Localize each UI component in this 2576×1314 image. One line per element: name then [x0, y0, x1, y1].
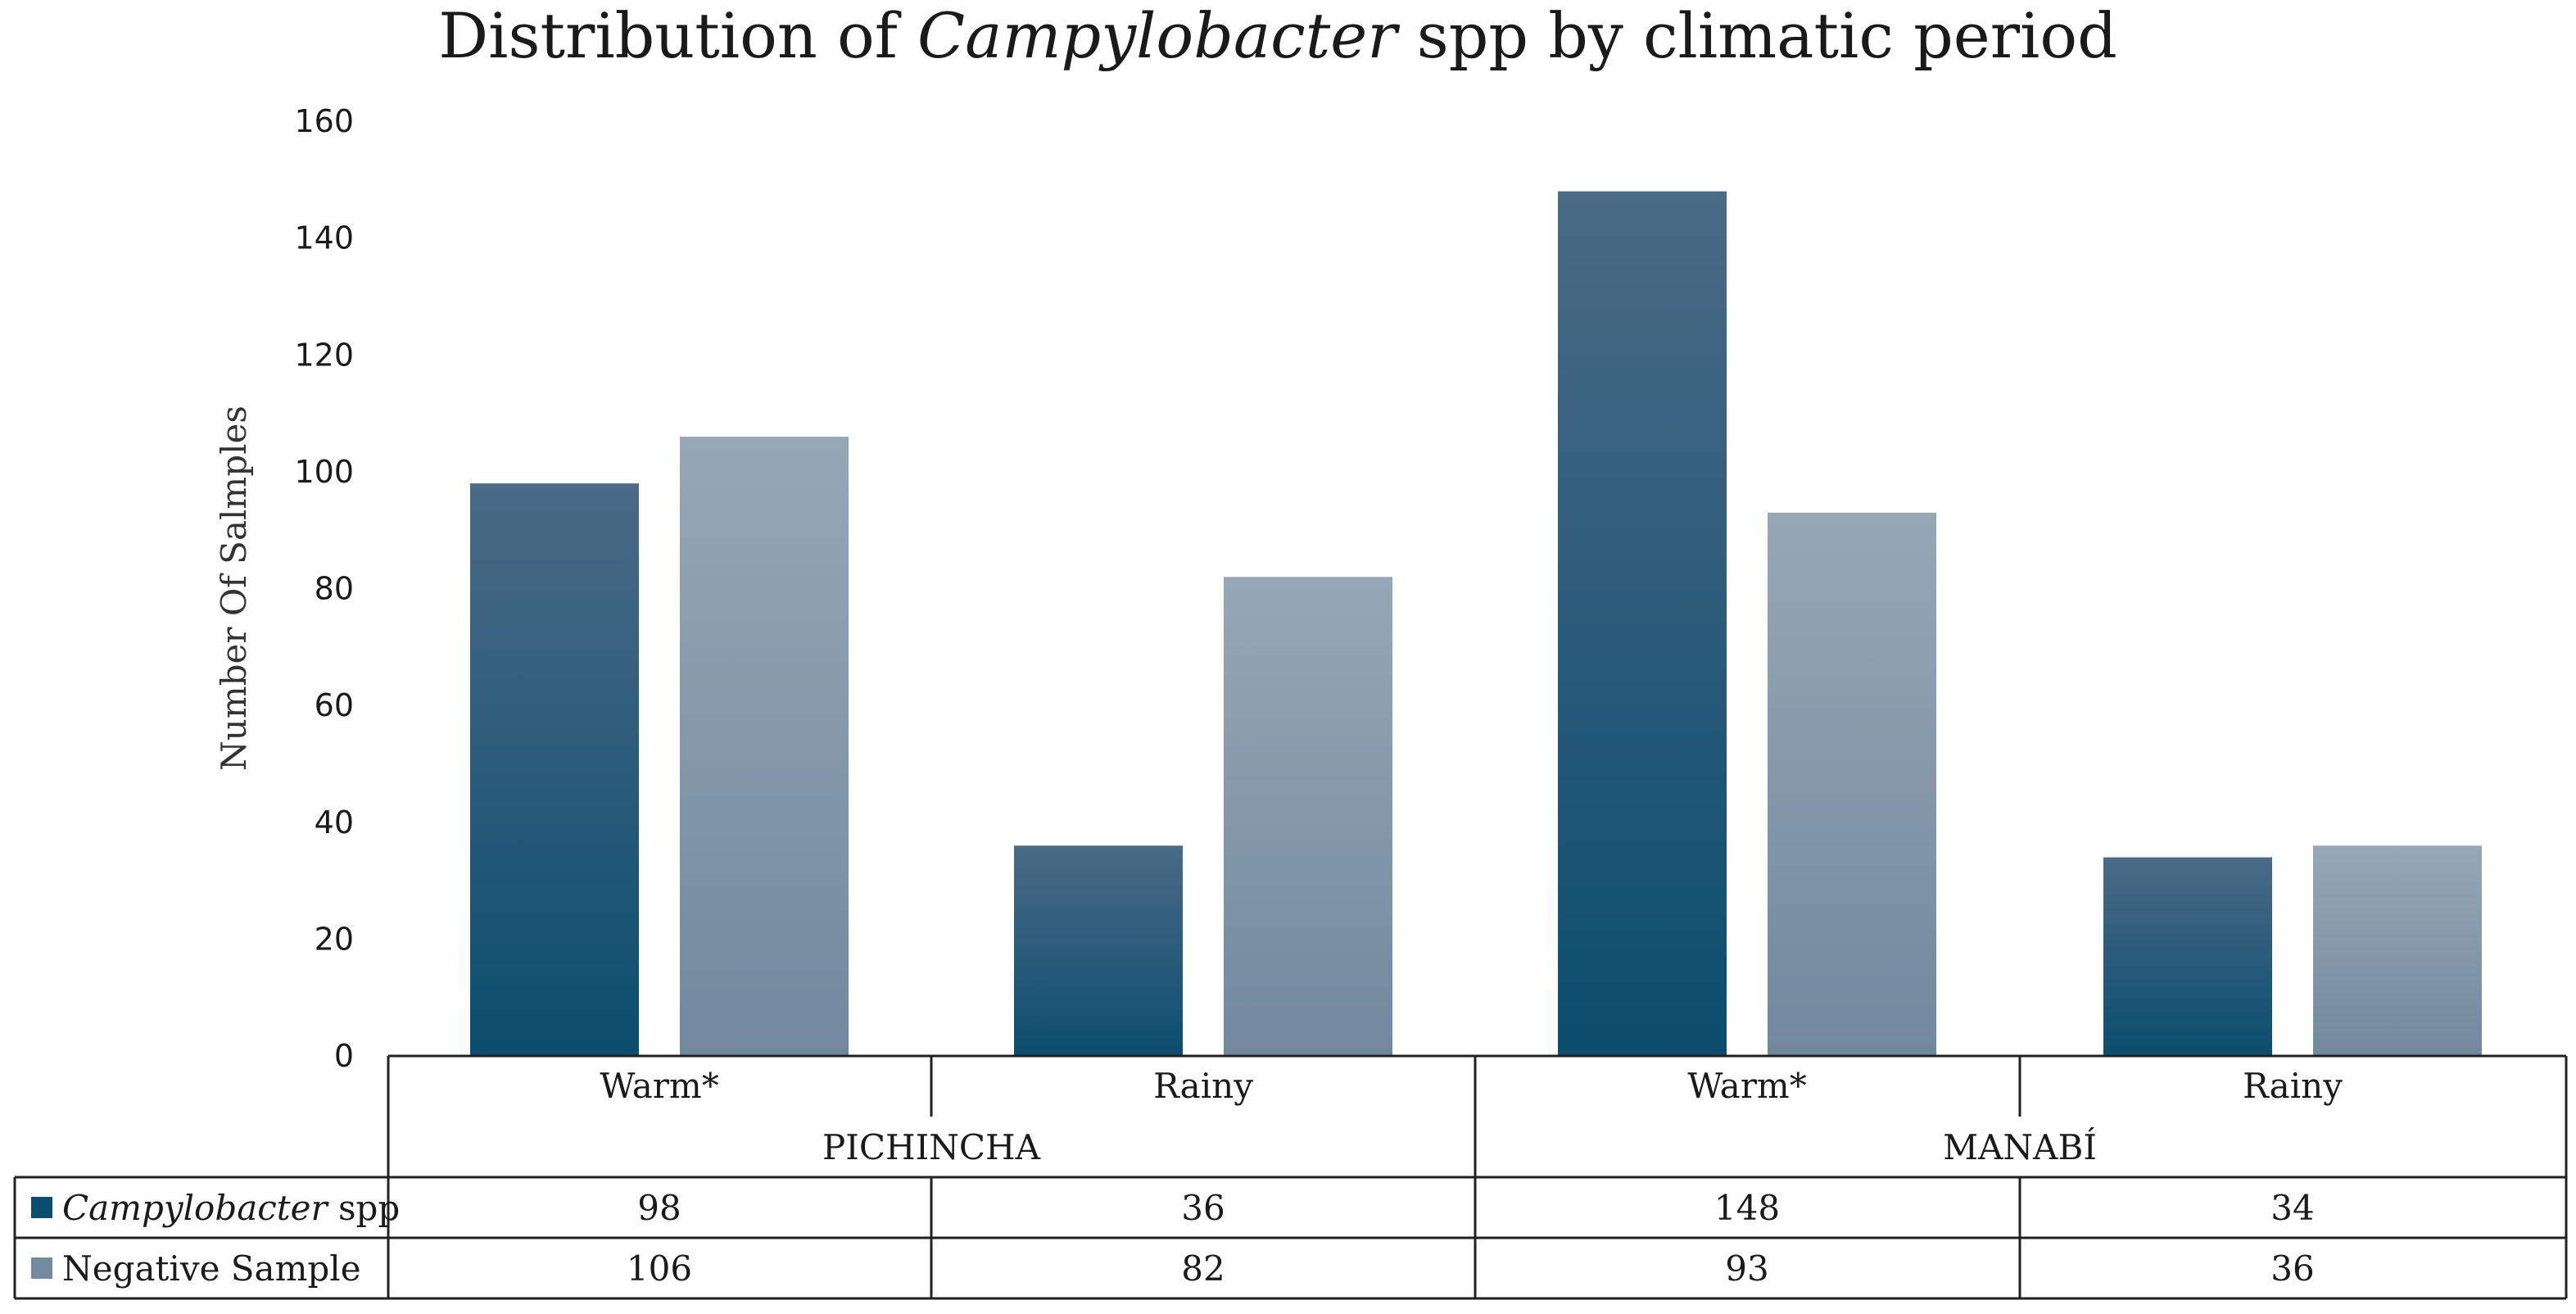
table-value: 98: [637, 1188, 681, 1228]
legend-label-part: Negative Sample: [62, 1248, 361, 1289]
table-value: 106: [627, 1248, 692, 1289]
legend-label-part: spp: [328, 1188, 401, 1228]
table-value: 34: [2270, 1188, 2314, 1228]
bar-series-1-cat-2: [1768, 512, 1936, 1056]
title-part-1: Distribution of: [438, 0, 917, 72]
y-tick-label: 0: [334, 1038, 354, 1074]
bar-series-1-cat-3: [2313, 845, 2482, 1056]
legend-swatch-negative: [31, 1257, 52, 1279]
bar-series-0-cat-0: [470, 483, 639, 1056]
category-label: Warm*: [1687, 1066, 1806, 1106]
data-table-grid: [13, 1054, 2568, 1300]
y-axis-ticks: 0 20 40 60 80 100 120 140 160: [294, 103, 354, 1074]
y-tick-label: 120: [294, 337, 354, 373]
legend-label-negative: Negative Sample: [62, 1248, 361, 1289]
bar-series-0-cat-1: [1014, 845, 1183, 1056]
category-label: Warm*: [600, 1066, 718, 1106]
y-axis-label: Number Of Salmples: [214, 406, 254, 771]
y-tick-label: 160: [294, 103, 354, 139]
title-part-3: spp by climatic period: [1397, 0, 2117, 72]
y-tick-label: 100: [294, 454, 354, 490]
group-label: PICHINCHA: [822, 1127, 1041, 1167]
bar-series-0-cat-2: [1558, 191, 1727, 1057]
bar-series-0-cat-3: [2103, 857, 2272, 1056]
group-label: MANABÍ: [1943, 1126, 2097, 1167]
legend-label-part: Campylobacter: [62, 1188, 330, 1228]
chart-title: Distribution of Campylobacter spp by cli…: [438, 0, 2117, 72]
bar-series-1-cat-0: [680, 437, 849, 1056]
y-tick-label: 60: [315, 687, 354, 723]
y-tick-label: 20: [315, 921, 354, 957]
y-tick-label: 40: [315, 804, 354, 841]
legend-swatch-campylobacter: [31, 1197, 52, 1218]
category-label: Rainy: [2243, 1066, 2343, 1106]
legend-label-campylobacter: Campylobacter spp: [62, 1188, 400, 1228]
y-tick-label: 140: [294, 220, 354, 256]
y-tick-label: 80: [315, 571, 354, 607]
bars: [470, 191, 2482, 1057]
bar-series-1-cat-1: [1224, 577, 1392, 1056]
title-part-2: Campylobacter: [917, 0, 1401, 72]
table-value: 93: [1725, 1248, 1768, 1289]
table-value: 148: [1714, 1188, 1780, 1228]
table-value: 36: [1181, 1188, 1225, 1228]
category-label: Rainy: [1153, 1066, 1253, 1106]
table-value: 82: [1181, 1248, 1225, 1289]
table-value: 36: [2270, 1248, 2314, 1289]
